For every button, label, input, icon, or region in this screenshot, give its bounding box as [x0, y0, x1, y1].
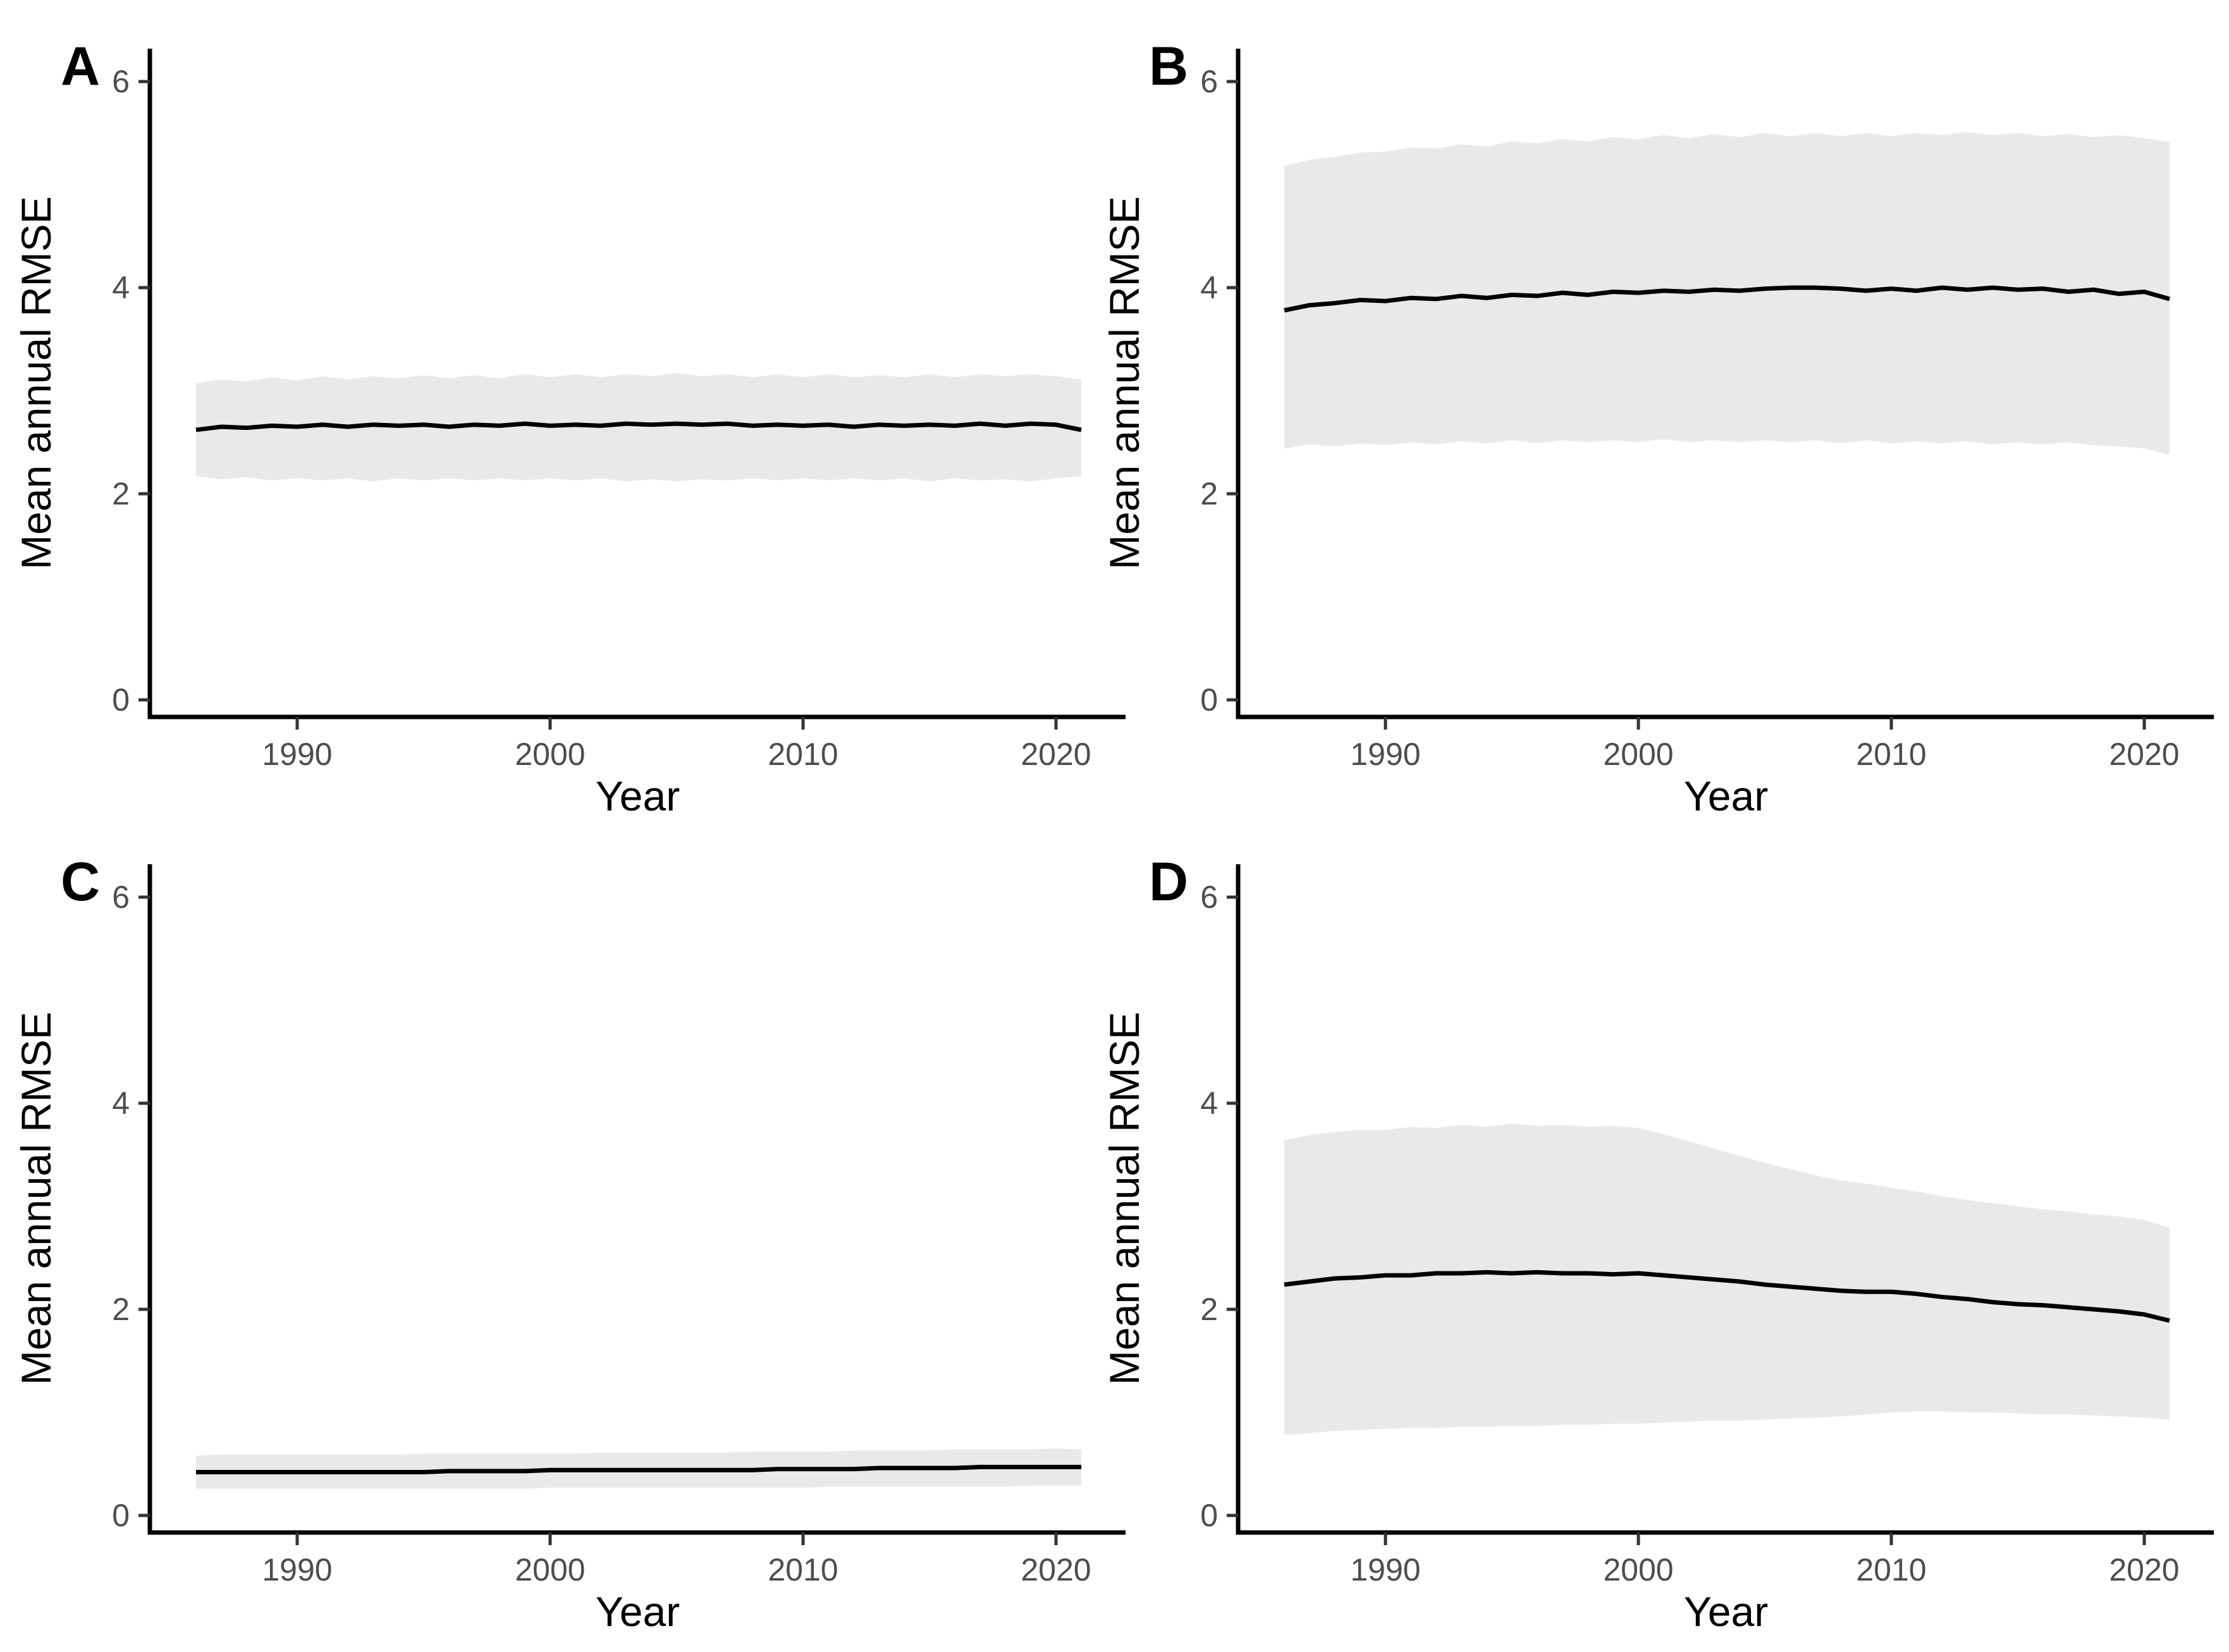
confidence-ribbon [196, 373, 1081, 482]
panel-D: 0 2 4 6 1990 2000 2010 2020 Year Mean annual RMSE… [1101, 852, 2214, 1635]
mean-line [1284, 1270, 2170, 1323]
y-tick-label: 4 [112, 1086, 130, 1121]
x-tick-label: 1990 [1350, 737, 1420, 772]
y-tick-label: 4 [112, 270, 130, 305]
x-axis-title: Year [1684, 773, 1768, 819]
panel-letter: C [61, 852, 100, 912]
y-tick-label: 2 [112, 1292, 130, 1327]
x-axis-title: Year [596, 773, 680, 819]
y-tick-label: 2 [1200, 476, 1218, 511]
panel-letter: D [1149, 852, 1188, 912]
x-tick-label: 2000 [1603, 737, 1673, 772]
x-axis-title: Year [1684, 1588, 1768, 1635]
panel-letter: A [61, 36, 100, 97]
panel-A: 0 2 4 6 1990 2000 2010 2020 Year Mean annual RMSE… [13, 36, 1126, 819]
mean-line [1284, 285, 2170, 313]
x-tick-label: 2020 [1021, 737, 1091, 772]
x-tick-label: 2010 [768, 1552, 838, 1588]
x-tick-label: 2020 [1021, 1552, 1091, 1588]
y-tick-label: 0 [1200, 682, 1218, 718]
y-tick-label: 6 [1200, 879, 1218, 915]
mean-line [195, 421, 1082, 432]
x-tick-label: 2010 [1856, 737, 1926, 772]
x-tick-label: 1990 [262, 737, 332, 772]
x-tick-label: 1990 [262, 1552, 332, 1588]
x-tick-label: 2020 [2109, 737, 2179, 772]
x-tick-label: 2000 [515, 1552, 585, 1588]
panel-B: 0 2 4 6 1990 2000 2010 2020 Year Mean annual RMSE… [1101, 36, 2214, 819]
x-tick-label: 2000 [1603, 1552, 1673, 1588]
x-tick-label: 2010 [768, 737, 838, 772]
mean-line [196, 1464, 1081, 1475]
y-tick-label: 6 [1200, 64, 1218, 99]
y-axis-title: Mean annual RMSE [1101, 1012, 1148, 1385]
x-tick-label: 2010 [1856, 1552, 1926, 1588]
y-axis-title: Mean annual RMSE [13, 196, 59, 570]
panel-C: 0 2 4 6 1990 2000 2010 2020 Year Mean annual RMSE… [13, 852, 1126, 1635]
y-tick-label: 2 [112, 476, 130, 511]
y-tick-label: 0 [112, 1498, 130, 1533]
panel-letter: B [1149, 36, 1188, 97]
y-tick-label: 0 [1200, 1498, 1218, 1533]
y-tick-label: 4 [1200, 270, 1218, 305]
y-tick-label: 4 [1200, 1086, 1218, 1121]
y-tick-label: 6 [112, 879, 130, 915]
y-tick-label: 2 [1200, 1292, 1218, 1327]
x-axis-title: Year [596, 1588, 680, 1635]
y-axis-title: Mean annual RMSE [13, 1012, 59, 1385]
x-tick-label: 2000 [515, 737, 585, 772]
y-tick-label: 6 [112, 64, 130, 99]
confidence-ribbon [1284, 132, 2170, 455]
x-tick-label: 2020 [2109, 1552, 2179, 1588]
y-axis-title: Mean annual RMSE [1101, 196, 1148, 570]
y-tick-label: 0 [112, 682, 130, 718]
x-tick-label: 1990 [1350, 1552, 1420, 1588]
